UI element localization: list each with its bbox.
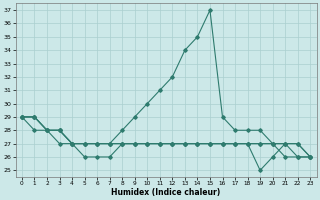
X-axis label: Humidex (Indice chaleur): Humidex (Indice chaleur) <box>111 188 221 197</box>
